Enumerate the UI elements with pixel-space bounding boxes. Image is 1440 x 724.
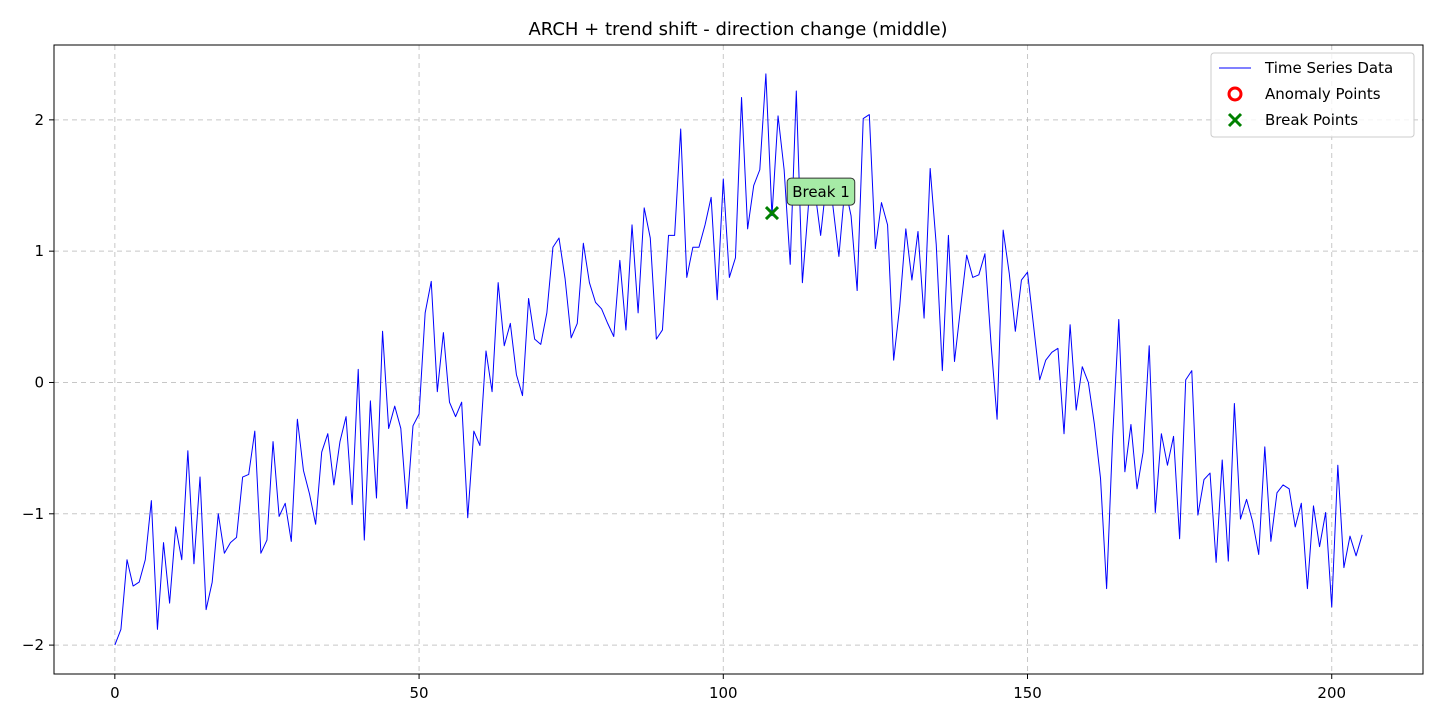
y-tick-label: 2 [34, 111, 44, 129]
legend-entry: Time Series Data [1219, 59, 1393, 77]
plot-frame [53, 44, 1424, 675]
legend: Time Series Data Anomaly Points Break Poin… [1210, 52, 1415, 138]
marker-layer: Break 1 [764, 177, 856, 221]
y-tick-label: −1 [22, 505, 44, 523]
break-point-x-stroke [764, 206, 780, 221]
y-tick-label: −2 [22, 636, 44, 654]
series-line [114, 73, 1363, 646]
break-annotation-box [786, 177, 856, 206]
chart-title: ARCH + trend shift - direction change (m… [528, 19, 947, 40]
break-annotation: Break 1 [786, 177, 856, 206]
y-tick-label: 1 [34, 242, 44, 260]
x-tick-label: 100 [709, 684, 738, 702]
legend-box [1210, 52, 1415, 138]
legend-label: Break Points [1265, 111, 1358, 129]
break-annotation-label: Break 1 [792, 183, 850, 201]
x-tick-label: 0 [110, 684, 120, 702]
legend-label: Anomaly Points [1265, 85, 1381, 103]
tick-layer: 0 50 100 150 200 −2 −1 0 1 2 [22, 111, 1346, 702]
legend-x-swatch [1227, 112, 1243, 128]
x-tick-label: 200 [1317, 684, 1346, 702]
y-tick-label: 0 [34, 373, 44, 391]
legend-entry: Break Points [1227, 111, 1358, 129]
legend-circle-swatch [1227, 86, 1243, 102]
series-layer [114, 73, 1363, 646]
legend-label: Time Series Data [1264, 59, 1393, 77]
grid-layer [54, 45, 1423, 674]
x-tick-label: 150 [1013, 684, 1042, 702]
legend-entry: Anomaly Points [1227, 85, 1381, 103]
break-point [764, 206, 780, 221]
x-tick-label: 50 [410, 684, 429, 702]
